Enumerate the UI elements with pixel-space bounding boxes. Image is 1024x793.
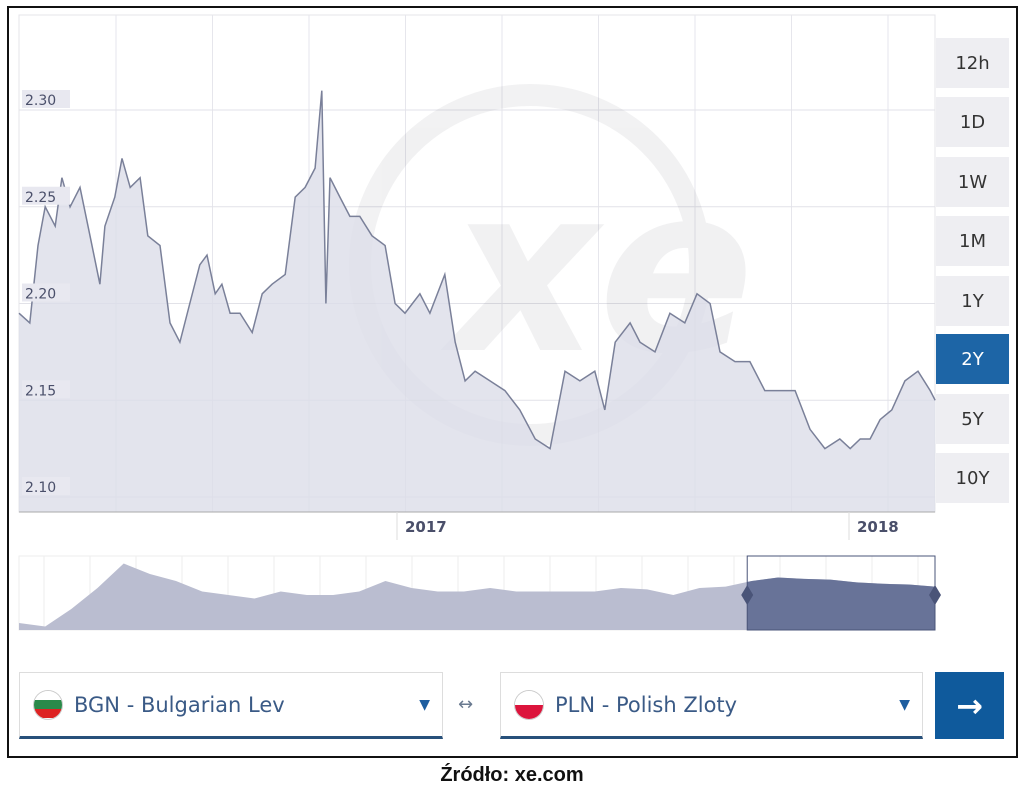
navigator[interactable] (18, 555, 941, 631)
range-button-1y[interactable]: 1Y (936, 276, 1009, 326)
y-tick-bg (22, 477, 70, 495)
x-tick-label: 2018 (857, 518, 899, 536)
navigator-handle[interactable] (741, 585, 754, 605)
y-tick-label: 2.15 (25, 383, 56, 399)
to-currency-label: PLN - Polish Zloty (555, 692, 738, 717)
range-button-12h[interactable]: 12h (936, 38, 1009, 88)
y-tick-bg (22, 90, 70, 108)
y-tick-label: 2.10 (25, 480, 56, 496)
navigator-selection[interactable] (19, 564, 935, 631)
rate-area (19, 90, 936, 512)
to-currency-select[interactable]: PLN - Polish Zloty ▼ (500, 672, 923, 739)
x-tick-label: 2017 (405, 518, 447, 536)
y-tick-label: 2.30 (25, 93, 56, 109)
poland-flag-icon (515, 690, 543, 719)
y-tick-bg (22, 380, 70, 399)
range-button-5y[interactable]: 5Y (936, 394, 1009, 444)
y-tick-bg (22, 186, 70, 205)
navigator-handle[interactable] (929, 585, 941, 605)
range-button-2y[interactable]: 2Y (936, 334, 1009, 384)
chevron-down-icon: ▼ (899, 696, 910, 713)
y-tick-label: 2.25 (25, 190, 56, 206)
chart-widget-frame (7, 6, 1018, 758)
chevron-down-icon: ▼ (419, 696, 430, 713)
convert-arrow-button[interactable]: → (935, 672, 1004, 739)
source-caption: Źródło: xe.com (440, 764, 584, 786)
navigator-area (19, 563, 935, 630)
range-button-10y[interactable]: 10Y (936, 453, 1009, 503)
range-button-1m[interactable]: 1M (936, 216, 1009, 266)
from-currency-select[interactable]: BGN - Bulgarian Lev ▼ (19, 672, 443, 739)
range-button-1d[interactable]: 1D (936, 97, 1009, 147)
range-button-1w[interactable]: 1W (936, 157, 1009, 207)
bulgaria-flag-icon (34, 690, 62, 719)
rate-line (18, 90, 936, 450)
y-tick-bg (22, 283, 70, 302)
y-tick-label: 2.20 (25, 287, 56, 303)
from-currency-label: BGN - Bulgarian Lev (74, 692, 285, 717)
swap-currencies-button[interactable]: ↔ (458, 694, 474, 715)
